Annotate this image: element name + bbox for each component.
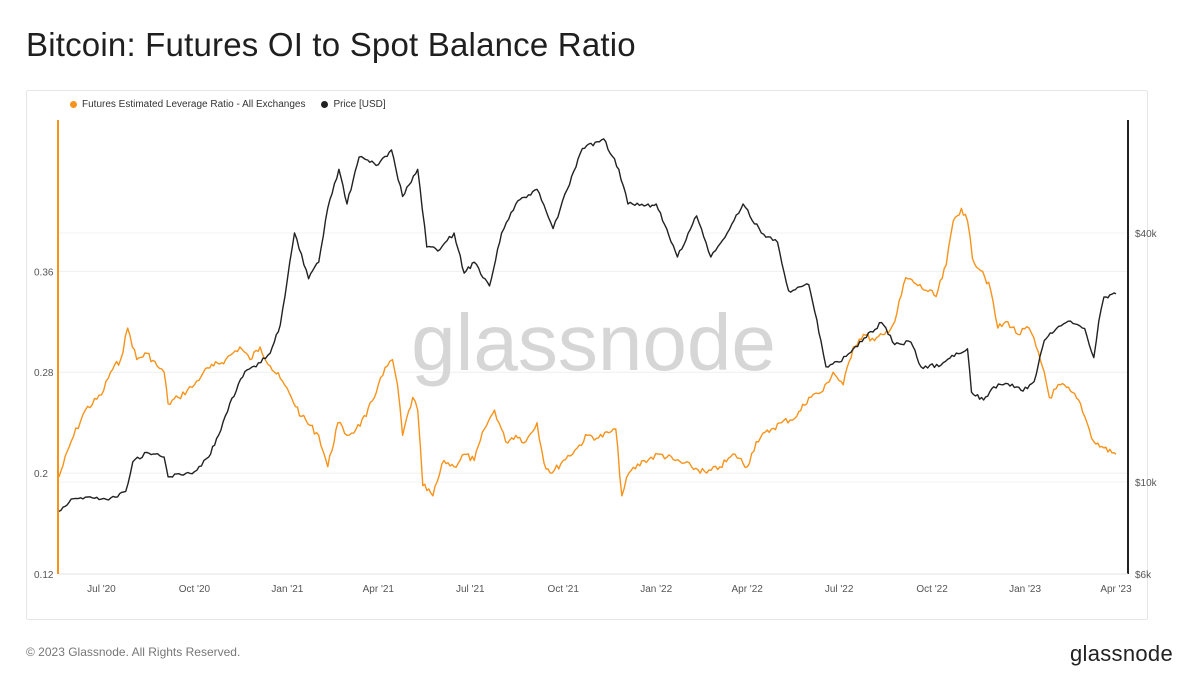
x-tick-label: Oct '20 [179,584,211,595]
y-left-tick-label: 0.36 [34,267,54,278]
x-tick-label: Jul '20 [87,584,116,595]
x-tick-label: Oct '21 [548,584,580,595]
legend-item-leverage[interactable]: Futures Estimated Leverage Ratio - All E… [70,99,305,110]
chart-legend: Futures Estimated Leverage Ratio - All E… [70,99,386,110]
x-tick-label: Apr '23 [1100,584,1132,595]
x-tick-label: Oct '22 [916,584,948,595]
series-line-price [58,138,1117,513]
watermark-logo: glassnode [411,298,776,387]
x-tick-label: Apr '21 [363,584,395,595]
y-right-tick-label: $6k [1135,570,1152,581]
y-right-tick-label: $40k [1135,229,1158,240]
chart-title: Bitcoin: Futures OI to Spot Balance Rati… [26,26,636,63]
legend-dot-price [321,101,329,108]
y-right-tick-label: $10k [1135,478,1158,489]
y-left-tick-label: 0.12 [34,570,54,581]
legend-item-price[interactable]: Price [USD] [321,99,386,110]
y-left-tick-label: 0.28 [34,368,54,379]
x-tick-label: Jul '22 [825,584,854,595]
x-tick-label: Jan '23 [1009,584,1041,595]
footer-copyright: © 2023 Glassnode. All Rights Reserved. [26,645,241,659]
legend-label-leverage: Futures Estimated Leverage Ratio - All E… [82,99,306,110]
footer-logo: glassnode [1070,641,1173,666]
y-left-tick-label: 0.2 [34,469,48,480]
legend-label-price: Price [USD] [333,99,386,110]
x-tick-label: Apr '22 [731,584,763,595]
x-tick-label: Jan '22 [640,584,672,595]
x-tick-label: Jan '21 [271,584,303,595]
x-tick-label: Jul '21 [456,584,485,595]
chart-panel [26,90,1148,620]
series-line-leverage-ratio [58,207,1117,497]
legend-dot-leverage [70,101,77,108]
